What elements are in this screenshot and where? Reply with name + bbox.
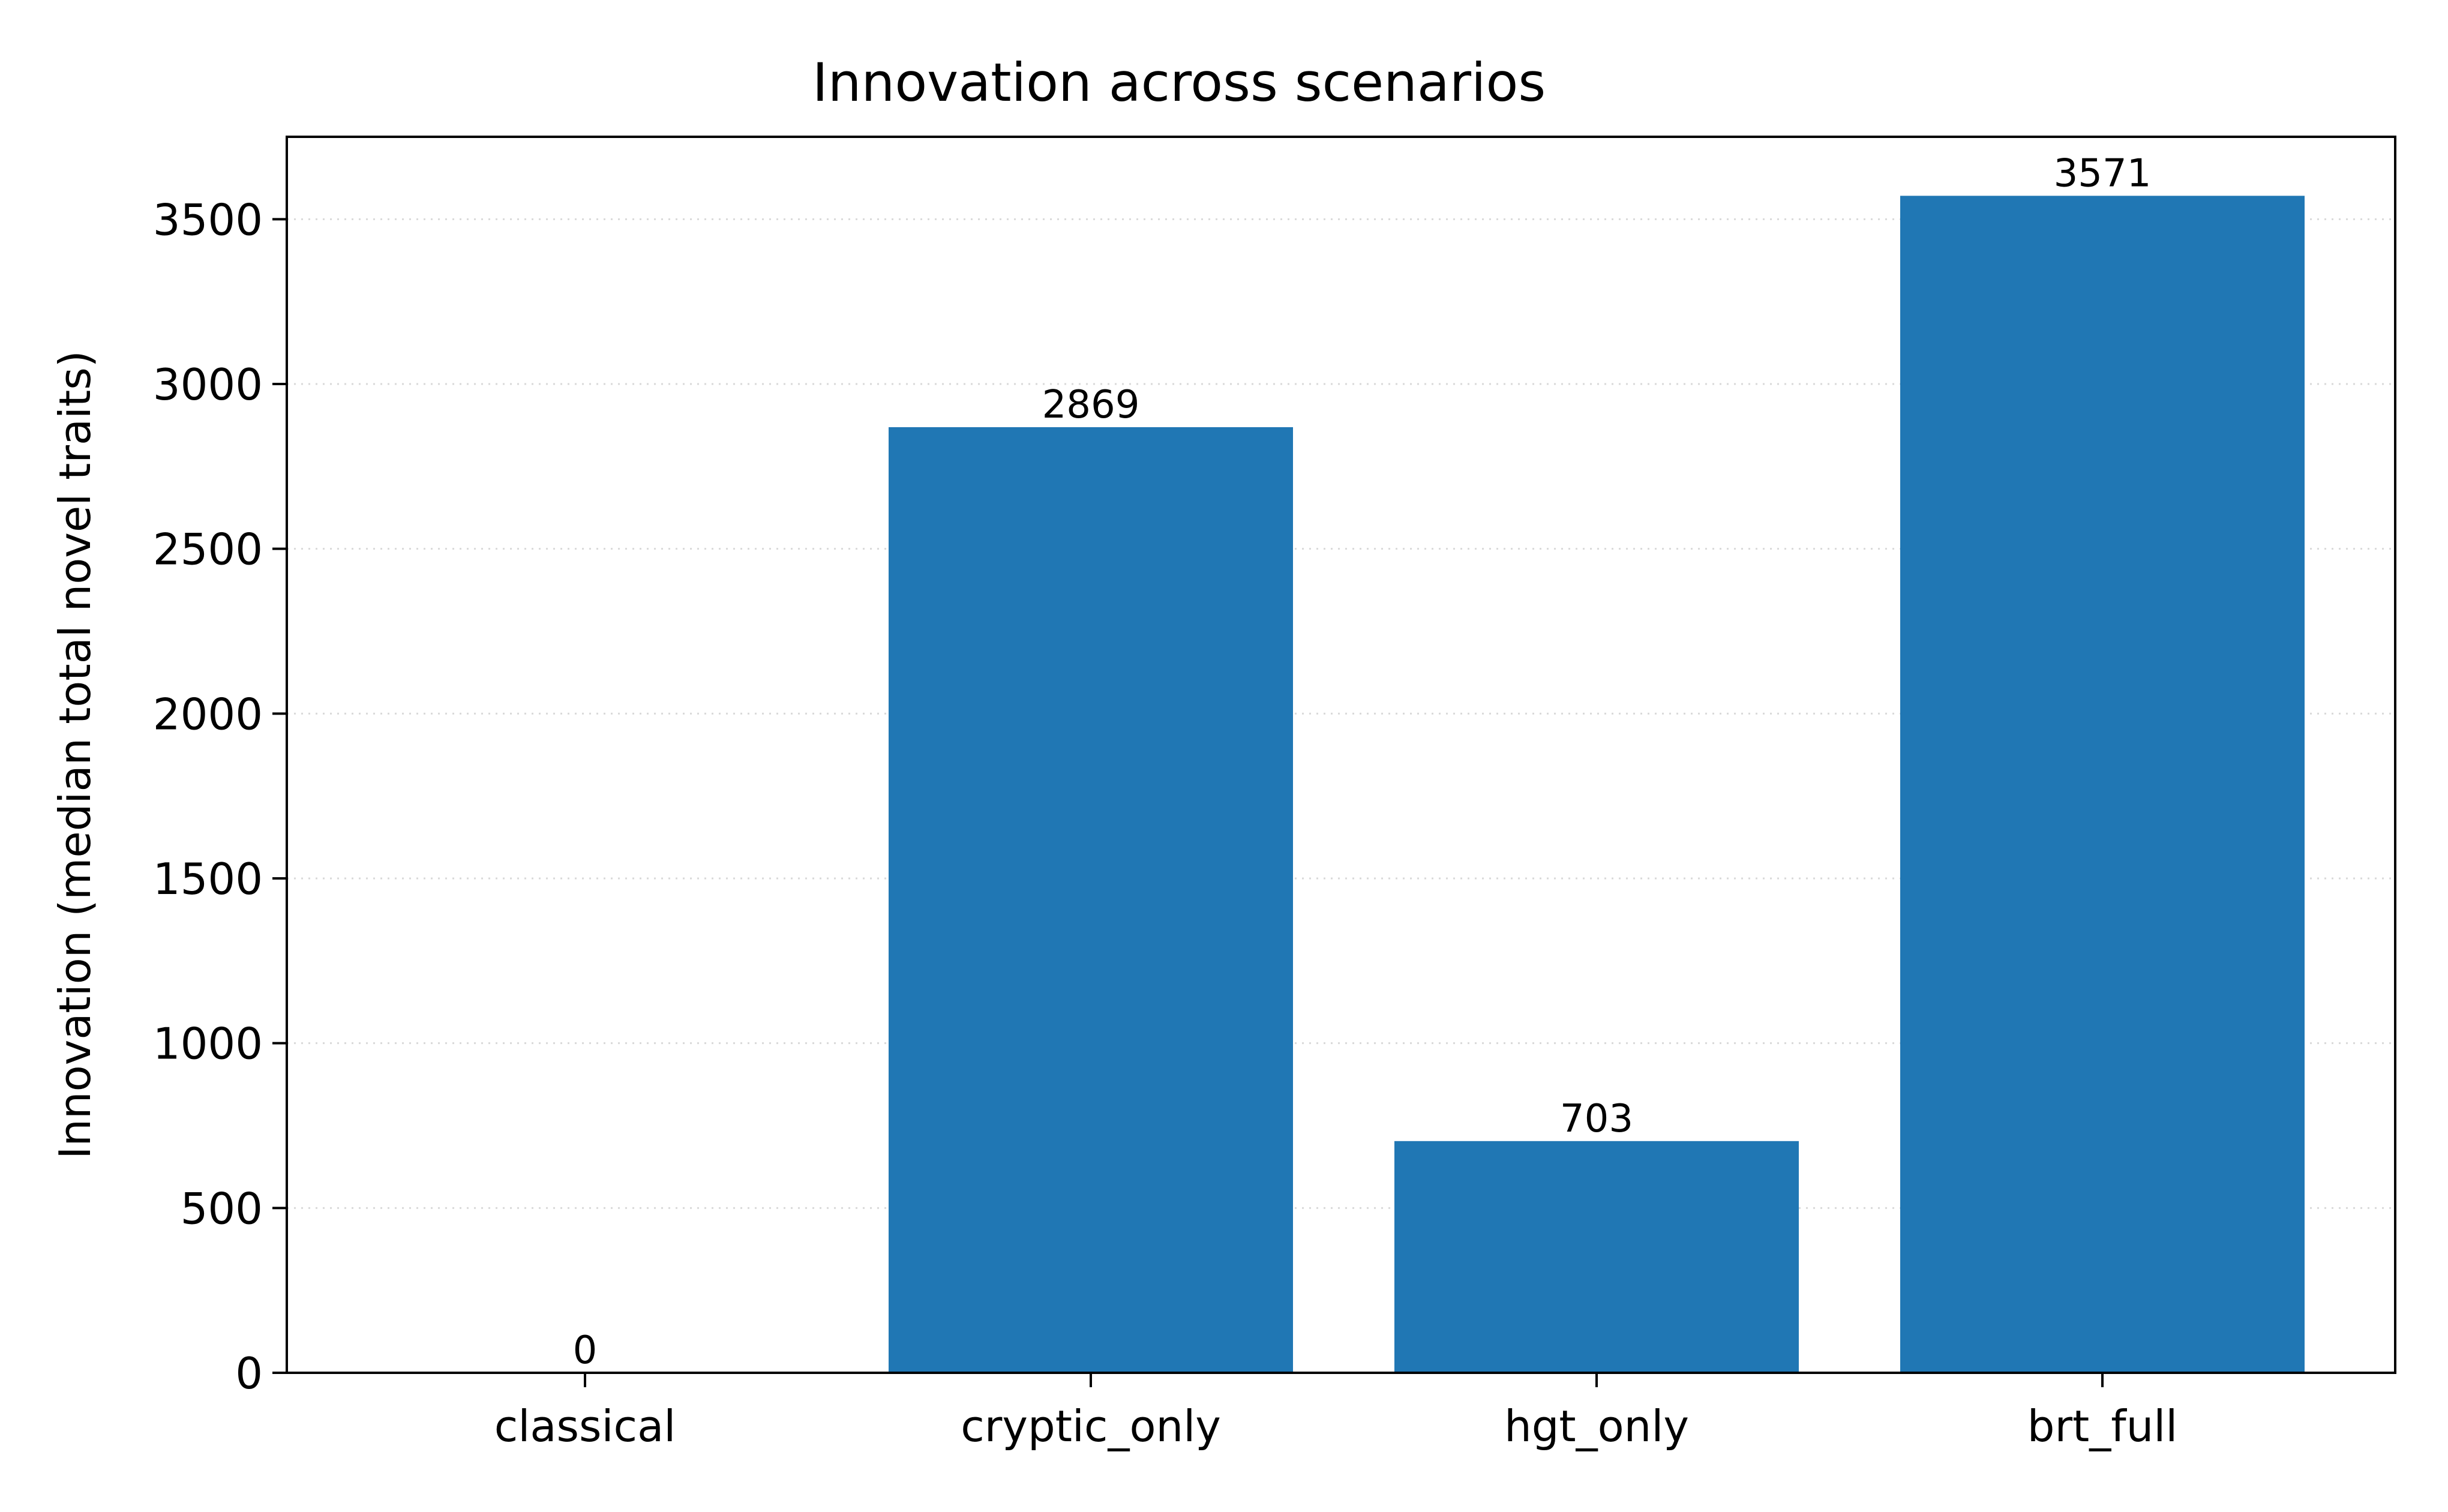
data-label-classical: 0 <box>573 1328 598 1373</box>
data-label-brt_full: 3571 <box>2054 151 2152 196</box>
y-tick-label: 1500 <box>153 854 263 904</box>
x-tick-label-cryptic_only: cryptic_only <box>961 1401 1221 1451</box>
x-tick-label-hgt_only: hgt_only <box>1504 1401 1689 1451</box>
y-axis: 0 500 1000 1500 2000 2500 3000 3500 <box>153 194 287 1399</box>
y-tick-label: 2500 <box>153 524 263 575</box>
data-label-cryptic_only: 2869 <box>1042 383 1140 427</box>
bar-hgt_only <box>1394 1141 1799 1373</box>
x-axis: classical cryptic_only hgt_only brt_full <box>494 1373 2177 1451</box>
plot-frame <box>286 136 2396 1374</box>
x-tick-label-brt_full: brt_full <box>2027 1401 2178 1451</box>
y-axis-label: Innovation (median total novel traits) <box>50 350 100 1159</box>
y-tick-label: 500 <box>181 1183 263 1234</box>
chart-title: Innovation across scenarios <box>812 52 1546 113</box>
y-tick-label: 3500 <box>153 194 263 245</box>
x-tick-label-classical: classical <box>494 1401 676 1451</box>
y-tick-label: 3000 <box>153 359 263 410</box>
y-tick-label: 1000 <box>153 1019 263 1069</box>
bar-brt_full <box>1900 196 2305 1373</box>
y-tick-label: 2000 <box>153 689 263 739</box>
y-tick-label: 0 <box>235 1348 263 1399</box>
bars-group: 0 2869 703 3571 <box>573 151 2305 1373</box>
bar-cryptic_only <box>889 427 1293 1373</box>
data-label-hgt_only: 703 <box>1560 1097 1633 1141</box>
